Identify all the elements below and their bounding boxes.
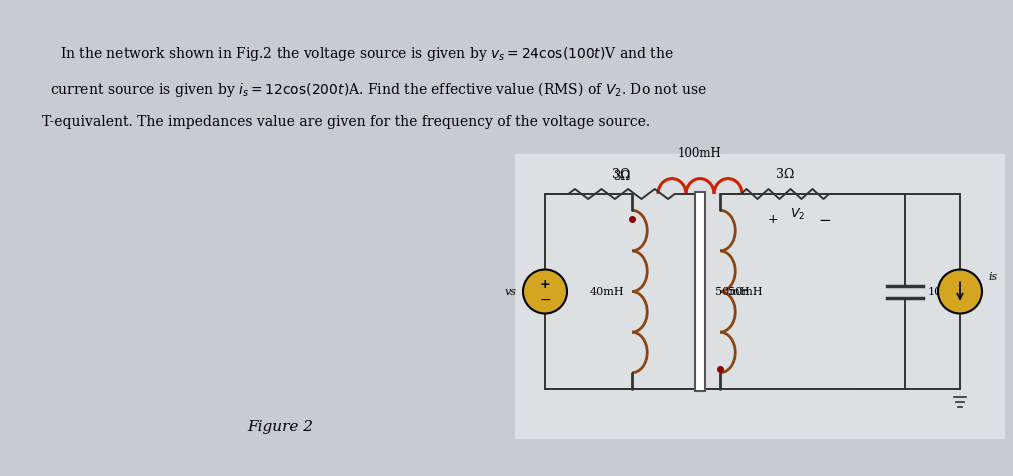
Text: Figure 2: Figure 2: [247, 419, 313, 433]
FancyBboxPatch shape: [515, 155, 1005, 439]
Text: 100mH: 100mH: [678, 147, 722, 159]
Text: vs: vs: [505, 287, 517, 297]
Text: is: is: [988, 272, 997, 282]
Text: 50mH: 50mH: [715, 287, 750, 297]
Text: 3Ω: 3Ω: [612, 168, 631, 180]
Text: −: −: [819, 213, 832, 228]
Text: −: −: [539, 293, 551, 307]
Text: 40mH: 40mH: [590, 287, 624, 297]
Circle shape: [523, 270, 567, 314]
Bar: [695, 193, 705, 391]
Text: $V_2$: $V_2$: [790, 207, 805, 222]
Text: T-equivalent. The impedances value are given for the frequency of the voltage so: T-equivalent. The impedances value are g…: [42, 115, 650, 129]
Text: +: +: [540, 278, 550, 291]
Text: 3Ω: 3Ω: [776, 168, 794, 180]
Text: +: +: [768, 213, 778, 226]
Text: 50mH: 50mH: [728, 287, 763, 297]
Text: current source is given by $i_s = 12\cos(200t)$A. Find the effective value (RMS): current source is given by $i_s = 12\cos…: [50, 80, 707, 99]
Text: In the network shown in Fig.2 the voltage source is given by $v_s = 24\cos(100t): In the network shown in Fig.2 the voltag…: [60, 45, 674, 63]
Text: 10mF: 10mF: [928, 287, 960, 297]
Text: 3Ω: 3Ω: [613, 169, 630, 183]
Circle shape: [938, 270, 982, 314]
